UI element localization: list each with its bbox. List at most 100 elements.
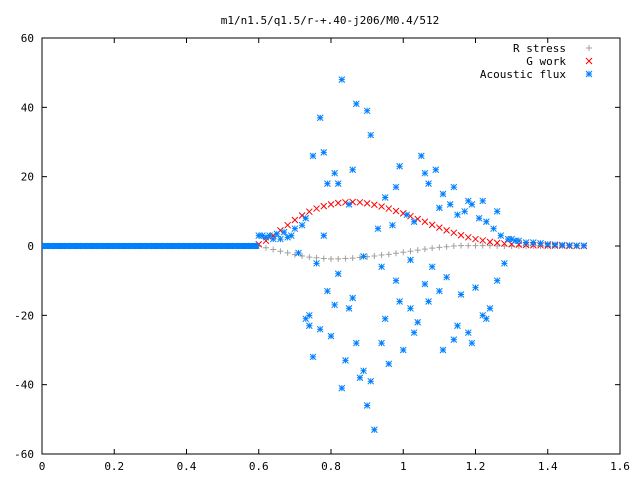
- data-point: [414, 215, 422, 223]
- data-point: [316, 325, 324, 333]
- data-point: [63, 242, 71, 250]
- data-point: [432, 166, 440, 174]
- data-point: [331, 169, 338, 177]
- data-point: [331, 301, 338, 309]
- data-point: [204, 242, 212, 250]
- data-point: [393, 250, 400, 257]
- data-point: [493, 277, 501, 285]
- data-point: [407, 256, 414, 264]
- legend-label: R stress: [513, 42, 566, 55]
- data-point: [328, 255, 334, 262]
- data-point: [450, 229, 458, 237]
- data-point: [439, 190, 447, 198]
- chart-title: m1/n1.5/q1.5/r-+.40-j206/M0.4/512: [221, 14, 440, 27]
- data-point: [421, 169, 429, 177]
- data-point: [468, 201, 476, 208]
- y-tick-label: 40: [21, 101, 34, 114]
- data-point: [334, 199, 342, 207]
- legend-label: Acoustic flux: [480, 68, 566, 81]
- data-point: [436, 204, 443, 212]
- data-point: [299, 253, 306, 260]
- data-point: [370, 426, 378, 434]
- data-point: [501, 240, 508, 247]
- data-point: [436, 244, 443, 251]
- data-point: [389, 221, 396, 229]
- data-point: [493, 207, 501, 215]
- data-point: [118, 242, 125, 250]
- x-tick-label: 0.8: [321, 460, 341, 473]
- series-r-stress: [255, 242, 587, 262]
- data-point: [349, 166, 357, 174]
- data-point: [392, 277, 400, 285]
- data-point: [443, 243, 450, 250]
- y-tick-label: 60: [21, 32, 34, 45]
- data-point: [139, 242, 147, 250]
- data-point: [295, 249, 302, 257]
- data-point: [450, 183, 458, 191]
- data-point: [74, 242, 82, 250]
- data-point: [407, 212, 414, 220]
- data-point: [558, 241, 566, 249]
- data-point: [396, 298, 403, 305]
- data-point: [338, 76, 346, 83]
- x-tick-label: 0.2: [104, 460, 124, 473]
- data-point: [320, 255, 327, 262]
- data-point: [515, 243, 522, 249]
- data-point: [428, 221, 436, 229]
- data-point: [269, 235, 277, 243]
- data-point: [400, 249, 407, 256]
- data-point: [298, 221, 306, 229]
- data-point: [428, 263, 436, 271]
- data-point: [277, 235, 284, 243]
- legend-marker: [585, 70, 593, 78]
- data-point: [277, 248, 284, 255]
- data-point: [367, 131, 375, 139]
- data-point: [497, 232, 505, 239]
- data-point: [334, 270, 342, 278]
- data-point: [511, 237, 519, 245]
- x-tick-label: 1.4: [538, 460, 558, 473]
- data-point: [284, 221, 292, 229]
- data-point: [335, 255, 342, 262]
- data-point: [414, 247, 421, 254]
- data-point: [183, 242, 190, 250]
- data-point: [385, 360, 393, 368]
- data-point: [327, 201, 335, 208]
- data-point: [356, 198, 364, 206]
- data-point: [436, 287, 443, 295]
- data-point: [193, 242, 201, 250]
- data-point: [259, 232, 266, 239]
- x-tick-label: 1.2: [466, 460, 486, 473]
- data-point: [425, 298, 432, 305]
- data-point: [396, 162, 403, 170]
- data-point: [237, 242, 245, 250]
- x-tick-label: 0.4: [177, 460, 197, 473]
- data-point: [306, 254, 313, 261]
- data-point: [446, 201, 454, 208]
- data-point: [342, 255, 349, 262]
- data-point: [454, 322, 461, 330]
- data-point: [381, 194, 389, 201]
- data-point: [273, 230, 281, 238]
- data-point: [482, 218, 490, 226]
- data-point: [381, 315, 389, 323]
- data-point: [320, 232, 328, 239]
- data-point: [421, 246, 428, 253]
- data-point: [309, 353, 317, 361]
- data-point: [566, 241, 573, 249]
- data-point: [392, 183, 400, 191]
- data-point: [352, 100, 360, 108]
- data-point: [436, 224, 443, 231]
- data-point: [378, 252, 385, 259]
- data-point: [266, 232, 273, 239]
- data-point: [508, 235, 515, 243]
- data-point: [284, 233, 292, 241]
- data-point: [370, 201, 378, 209]
- data-point: [291, 216, 299, 224]
- legend-marker: [585, 57, 593, 65]
- y-tick-label: 0: [27, 240, 34, 253]
- data-point: [367, 377, 375, 385]
- data-point: [479, 242, 486, 249]
- data-point: [363, 107, 371, 115]
